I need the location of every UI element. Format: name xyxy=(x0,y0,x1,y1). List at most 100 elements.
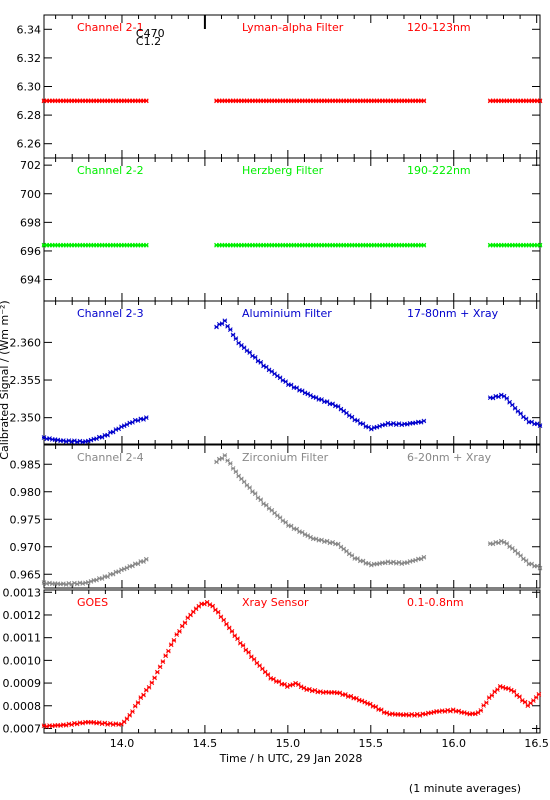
panel-label: 6-20nm + Xray xyxy=(407,451,492,464)
y-tick-label: 694 xyxy=(20,274,41,287)
data-point xyxy=(143,98,149,104)
data-point xyxy=(235,636,240,642)
data-point xyxy=(230,332,236,338)
data-point xyxy=(240,643,246,648)
y-tick-label: 2.355 xyxy=(10,374,42,387)
data-point xyxy=(517,694,522,700)
data-point xyxy=(522,699,528,705)
event-marker-label: C1.2 xyxy=(136,35,161,48)
panel-channel-2-3: 2.350 2.355 2.360 Channel 2-3 Aluminium Filt… xyxy=(10,300,543,445)
x-tick-label: 16.5 xyxy=(524,737,549,750)
panel-label: 17-80nm + Xray xyxy=(407,307,499,320)
y-tick-label: 0.0011 xyxy=(3,632,42,645)
data-point xyxy=(258,360,264,365)
data-point xyxy=(127,712,133,718)
panel-goes: 0.0007 0.0008 0.0009 0.0010 0.0011 0.0012 0.00… xyxy=(3,586,542,735)
panel-channel-2-1: 6.26 6.28 6.30 6.32 6.34 Channel 2-1 Lyman-alp… xyxy=(17,14,543,159)
panel-label: Channel 2-3 xyxy=(77,307,144,320)
panel-label: 190-222nm xyxy=(407,164,471,177)
panel-label: Aluminium Filter xyxy=(242,307,332,320)
y-tick-label: 0.0012 xyxy=(3,609,42,622)
data-point xyxy=(265,672,271,677)
x-axis-label: Time / h UTC, 29 Jan 2028 xyxy=(219,752,363,765)
panel-frame xyxy=(43,300,541,445)
data-point xyxy=(421,418,427,424)
panel-label: Lyman-alpha Filter xyxy=(242,21,344,34)
data-point xyxy=(421,554,427,560)
x-tick-label: 16.0 xyxy=(441,737,466,750)
data-point xyxy=(222,318,228,324)
panel-channel-2-2: 694 696 698 700 702 Channel 2-2 Herzberg Filte… xyxy=(20,157,543,302)
y-tick-label: 2.350 xyxy=(10,412,42,425)
panel-label: GOES xyxy=(77,596,108,609)
panel-label: Xray Sensor xyxy=(242,596,309,609)
data-point xyxy=(511,689,517,694)
y-tick-label: 0.970 xyxy=(10,541,42,554)
data-point xyxy=(484,700,489,706)
y-tick-label: 0.0010 xyxy=(3,654,42,667)
y-tick-label: 6.32 xyxy=(17,52,42,65)
panel-label: Channel 2-1 xyxy=(77,21,144,34)
data-point xyxy=(227,461,233,466)
data-point xyxy=(258,497,264,503)
data-point xyxy=(130,709,135,714)
panel-label: Herzberg Filter xyxy=(242,164,324,177)
data-point xyxy=(227,327,233,332)
data-point xyxy=(215,609,221,615)
footer-note: (1 minute averages) xyxy=(409,782,521,795)
data-point xyxy=(233,336,239,341)
data-point xyxy=(149,680,155,686)
y-tick-label: 698 xyxy=(20,216,41,229)
y-tick-label: 6.34 xyxy=(17,23,42,36)
y-tick-label: 700 xyxy=(20,188,41,201)
data-point xyxy=(143,556,149,562)
data-point xyxy=(226,625,232,631)
data-point xyxy=(177,629,182,634)
data-point xyxy=(143,415,149,420)
data-point xyxy=(537,98,543,104)
data-point xyxy=(141,692,146,698)
data-point xyxy=(221,617,227,623)
panel-frame xyxy=(43,589,541,734)
data-point xyxy=(537,242,543,248)
data-point xyxy=(152,675,157,681)
data-point xyxy=(478,708,484,713)
data-point xyxy=(135,700,141,706)
y-tick-label: 6.26 xyxy=(17,138,42,151)
data-point xyxy=(143,242,149,248)
data-point xyxy=(157,664,163,670)
panel-channel-2-4: 0.965 0.970 0.975 0.980 0.985 Channel 2-4 Zirc… xyxy=(10,444,543,589)
y-axis-label: Calibrated Signal / (Wm m⁻²) xyxy=(0,300,11,459)
y-tick-label: 6.28 xyxy=(17,109,42,122)
data-point xyxy=(229,629,235,634)
panel-label: Channel 2-2 xyxy=(77,164,144,177)
event-marker-label: C470 xyxy=(136,27,165,40)
y-tick-label: 0.985 xyxy=(10,458,42,471)
data-point xyxy=(421,98,427,104)
data-point xyxy=(504,396,510,401)
y-tick-label: 702 xyxy=(20,159,41,172)
data-point xyxy=(155,669,160,675)
panel-label: Channel 2-4 xyxy=(77,451,144,464)
x-tick-label: 14.0 xyxy=(110,737,135,750)
data-point xyxy=(489,693,495,698)
data-point xyxy=(182,620,188,626)
y-tick-label: 6.30 xyxy=(17,81,42,94)
panel-label: 120-123nm xyxy=(407,21,471,34)
y-tick-label: 0.0007 xyxy=(3,722,42,735)
x-tick-label: 15.5 xyxy=(359,737,384,750)
chart-panels: 6.26 6.28 6.30 6.32 6.34 Channel 2-1 Lyman-alp… xyxy=(3,14,549,750)
data-point xyxy=(124,716,130,722)
data-point xyxy=(241,479,247,485)
panel-frame xyxy=(43,444,541,589)
panel-label: 0.1-0.8nm xyxy=(407,596,464,609)
data-point xyxy=(246,649,251,655)
data-point xyxy=(171,638,177,643)
y-tick-label: 0.975 xyxy=(10,513,42,526)
data-point xyxy=(222,453,228,458)
y-tick-label: 0.965 xyxy=(10,568,42,581)
y-tick-label: 0.0009 xyxy=(3,677,42,690)
data-point xyxy=(252,491,258,497)
